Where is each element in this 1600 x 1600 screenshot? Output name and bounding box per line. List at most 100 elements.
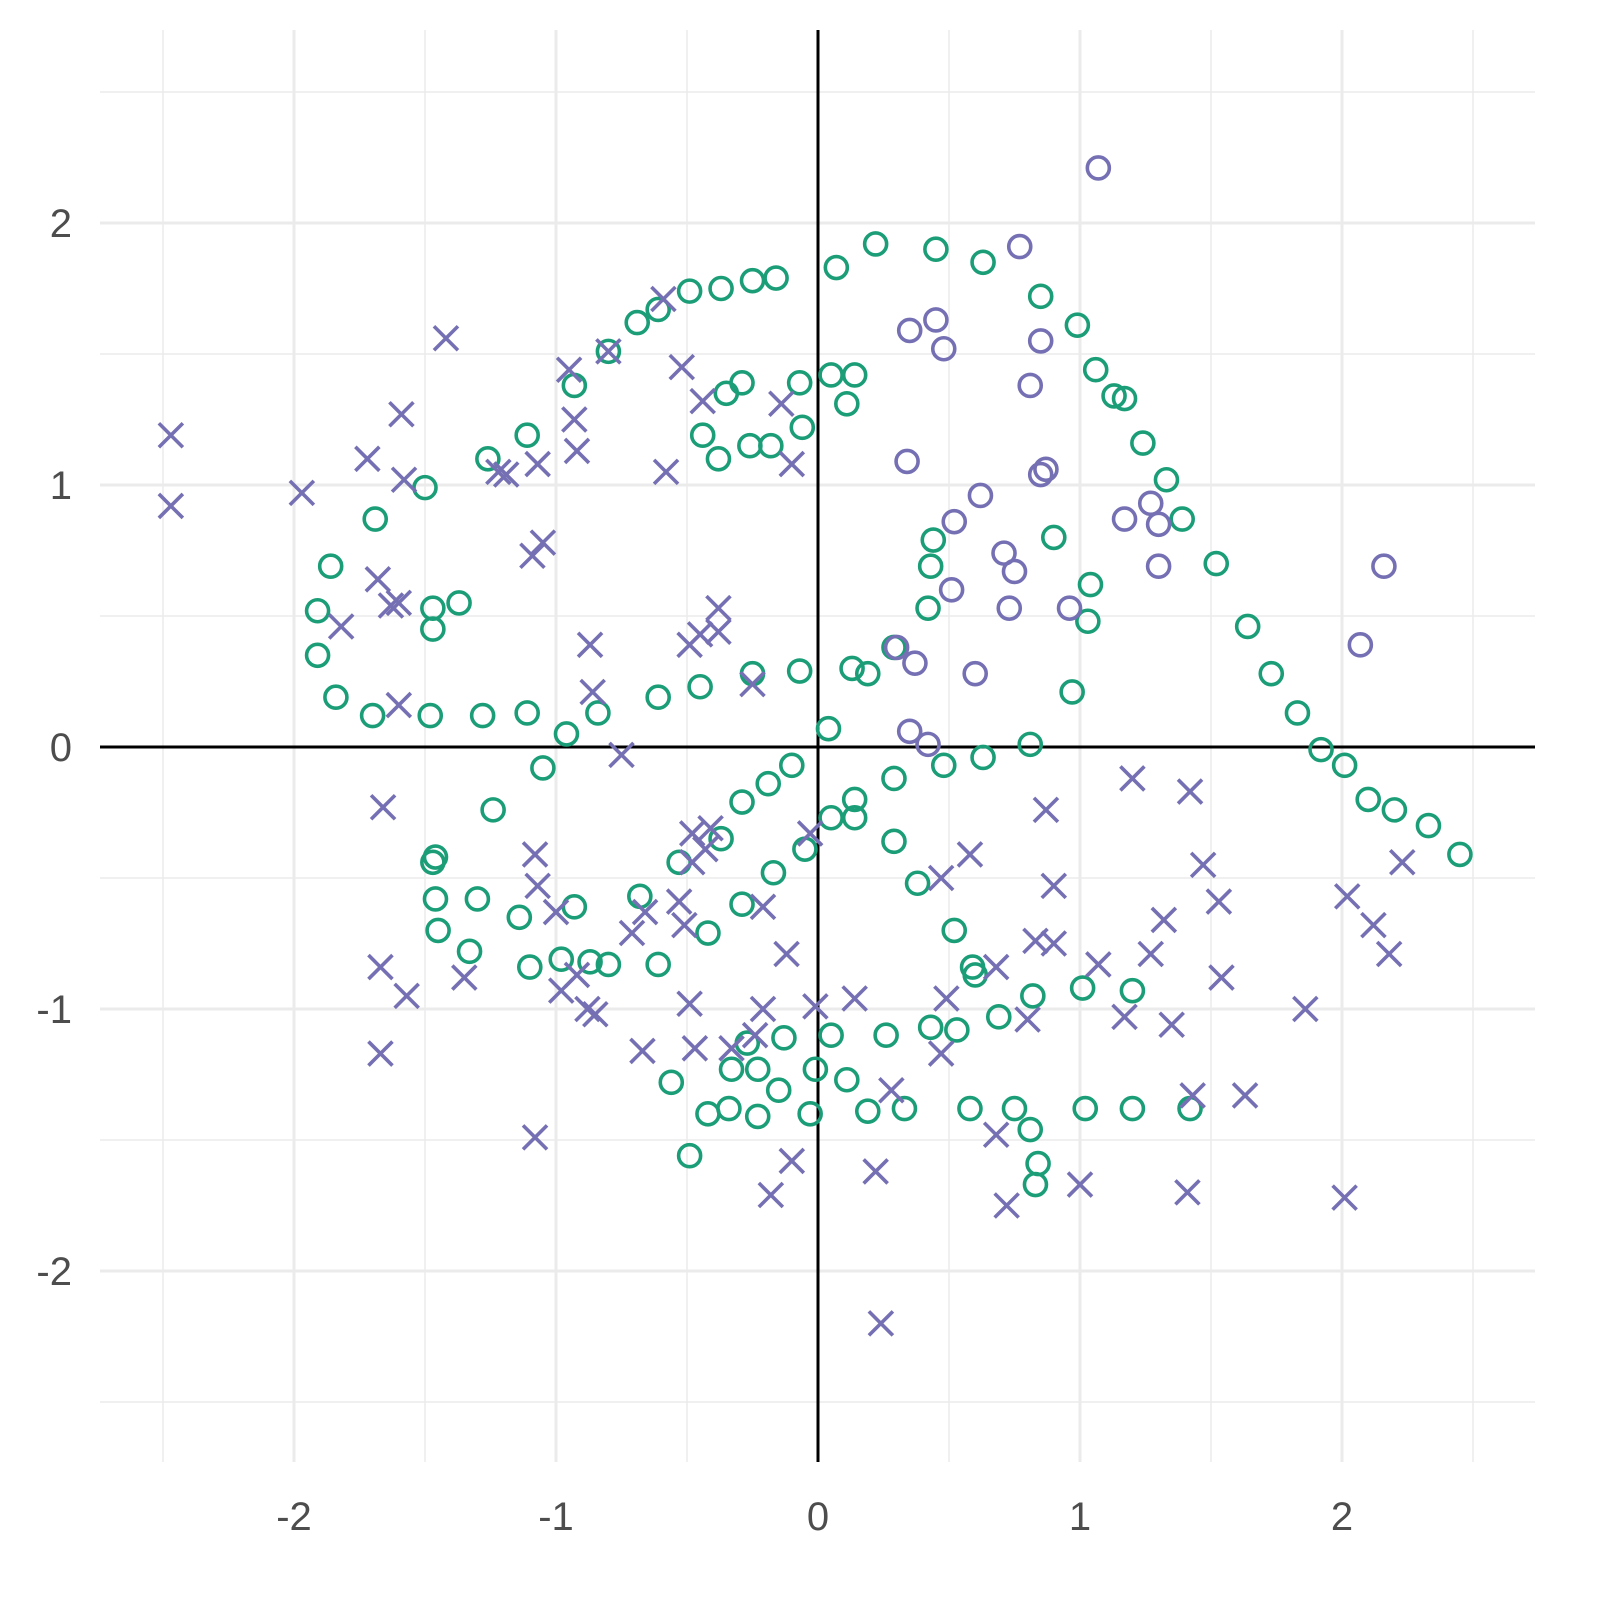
cross-stroke <box>1137 940 1165 968</box>
cross-stroke <box>388 400 415 428</box>
data-point-circle <box>1069 975 1096 1001</box>
data-point-circle <box>1025 1150 1051 1177</box>
data-point-cross <box>485 458 512 486</box>
data-point-circle <box>985 1004 1012 1030</box>
data-point-circle <box>739 660 766 687</box>
data-point-circle <box>778 752 805 779</box>
cross-stroke <box>631 898 659 926</box>
data-point-cross <box>1331 1184 1358 1211</box>
data-point-circle <box>718 1056 745 1083</box>
data-point-cross <box>574 995 601 1023</box>
data-point-cross <box>1208 964 1235 991</box>
data-point-circle <box>729 891 755 918</box>
data-point-circle <box>1041 524 1067 551</box>
data-point-circle <box>786 658 813 684</box>
data-point-circle <box>514 422 540 449</box>
data-point-cross <box>739 670 766 698</box>
data-point-circle <box>1331 752 1358 779</box>
data-point-cross <box>521 1124 549 1151</box>
data-point-circle <box>695 1101 721 1127</box>
data-point-cross <box>385 589 413 617</box>
data-point-circle <box>904 870 931 897</box>
data-point-circle <box>1111 385 1138 412</box>
data-point-circle <box>760 859 787 886</box>
data-point-cross <box>749 995 777 1023</box>
data-point-circle <box>917 553 944 580</box>
data-point-cross <box>867 1310 895 1337</box>
data-point-cross <box>689 387 716 415</box>
data-point-circle <box>1130 430 1156 456</box>
data-point-circle <box>1101 383 1127 409</box>
data-point-circle <box>789 414 816 441</box>
data-point-circle <box>475 445 501 472</box>
data-point-circle <box>695 920 721 946</box>
data-point-cross <box>1040 930 1068 957</box>
data-point-cross <box>390 466 418 494</box>
data-point-circle <box>873 1022 899 1048</box>
cross-stroke <box>390 466 418 494</box>
data-point-circle <box>577 949 603 975</box>
cross-stroke <box>956 841 984 868</box>
data-point-circle <box>304 642 331 669</box>
data-point-circle <box>359 702 386 729</box>
cross-stroke <box>354 445 381 473</box>
data-point-circle <box>1075 608 1101 635</box>
data-point-circle <box>823 254 850 281</box>
data-point-circle <box>1077 571 1104 598</box>
data-point-circle <box>967 482 994 509</box>
cross-stroke <box>1111 1003 1138 1031</box>
cross-stroke <box>1331 1184 1358 1211</box>
data-point-cross <box>796 820 824 847</box>
data-point-circle <box>744 1103 771 1130</box>
data-point-circle <box>883 634 910 661</box>
cross-stroke <box>741 1021 769 1049</box>
data-point-cross <box>524 450 551 478</box>
data-point-cross <box>697 814 724 842</box>
cross-stroke <box>982 1121 1010 1149</box>
data-point-cross <box>927 864 955 892</box>
data-point-circle <box>687 673 713 700</box>
cross-stroke <box>778 450 806 478</box>
data-point-circle <box>1022 1171 1049 1198</box>
data-point-cross <box>650 285 677 313</box>
data-point-circle <box>1137 490 1164 517</box>
data-point-cross <box>1085 951 1112 978</box>
data-point-circle <box>854 660 881 687</box>
data-point-cross <box>671 911 698 939</box>
data-point-circle <box>422 886 449 912</box>
data-point-circle <box>1027 328 1054 354</box>
data-point-circle <box>1355 786 1381 813</box>
data-point-cross <box>741 1021 769 1049</box>
cross-stroke <box>982 953 1010 981</box>
cross-stroke <box>671 911 698 939</box>
data-point-circle <box>737 432 763 459</box>
data-point-cross <box>1231 1082 1259 1109</box>
data-point-circle <box>944 1017 970 1043</box>
data-point-cross <box>288 479 316 507</box>
data-point-circle <box>420 849 446 876</box>
data-point-cross <box>1150 906 1178 934</box>
data-point-cross <box>354 445 381 473</box>
data-point-circle <box>938 576 965 603</box>
data-point-circle <box>1027 461 1054 488</box>
data-point-circle <box>469 702 496 729</box>
cross-stroke <box>377 592 405 619</box>
cross-stroke <box>1066 1171 1094 1198</box>
data-point-circle <box>970 744 996 771</box>
data-point-cross <box>768 390 795 418</box>
cross-stroke <box>364 566 392 593</box>
data-point-circle <box>771 1025 797 1051</box>
data-point-circle <box>962 660 989 687</box>
data-point-circle <box>758 432 784 459</box>
data-point-cross <box>1205 888 1233 915</box>
cross-stroke <box>1040 872 1068 900</box>
data-point-circle <box>425 917 451 944</box>
data-point-cross <box>778 450 806 478</box>
cross-stroke <box>327 613 355 640</box>
data-point-cross <box>778 1147 806 1175</box>
cross-stroke <box>878 1076 905 1104</box>
x-tick-label: -2 <box>276 1495 312 1539</box>
data-point-cross <box>773 940 800 968</box>
data-point-circle <box>1258 660 1285 687</box>
data-point-cross <box>705 594 732 622</box>
